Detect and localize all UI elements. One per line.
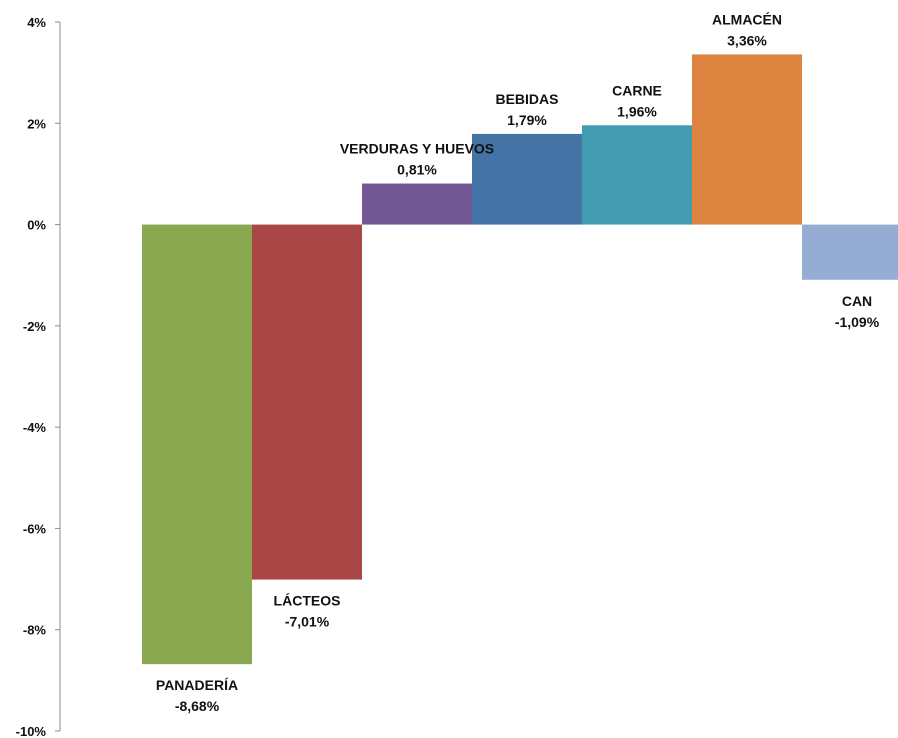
y-tick-label: -2%: [23, 319, 47, 334]
bars: [142, 54, 898, 665]
y-axis-ticks: 4% 2% 0% -2% -4% -6% -8% -10%: [16, 15, 60, 738]
value-label: -7,01%: [285, 614, 330, 630]
y-tick-label: -6%: [23, 521, 47, 536]
bar-labels: PANADERÍA -8,68% LÁCTEOS -7,01% VERDURAS Y H…: [156, 11, 880, 714]
bar-4: [582, 125, 692, 225]
y-tick-label: -4%: [23, 420, 47, 435]
y-tick-label: -10%: [16, 724, 47, 738]
value-label: 3,36%: [727, 32, 767, 48]
value-label: 1,96%: [617, 103, 657, 119]
category-label: LÁCTEOS: [274, 593, 341, 609]
value-label: 1,79%: [507, 112, 547, 128]
value-label: -1,09%: [835, 314, 880, 330]
category-label: ALMACÉN: [712, 11, 782, 27]
y-tick-label: 0%: [27, 218, 46, 233]
value-label: 0,81%: [397, 162, 437, 178]
bar-0: [142, 224, 252, 665]
bar-6: [802, 224, 898, 280]
value-label: -8,68%: [175, 698, 220, 714]
bar-3: [472, 133, 582, 225]
y-tick-label: 4%: [27, 15, 46, 30]
y-tick-label: -8%: [23, 623, 47, 638]
category-label: PANADERÍA: [156, 677, 238, 693]
y-tick-label: 2%: [27, 116, 46, 131]
category-label: CAN: [842, 293, 872, 309]
category-label: CARNE: [612, 82, 662, 98]
bar-5: [692, 54, 802, 225]
bar-1: [252, 224, 362, 580]
category-label: BEBIDAS: [495, 91, 558, 107]
bar-2: [362, 183, 472, 225]
category-label: VERDURAS Y HUEVOS: [340, 141, 494, 157]
